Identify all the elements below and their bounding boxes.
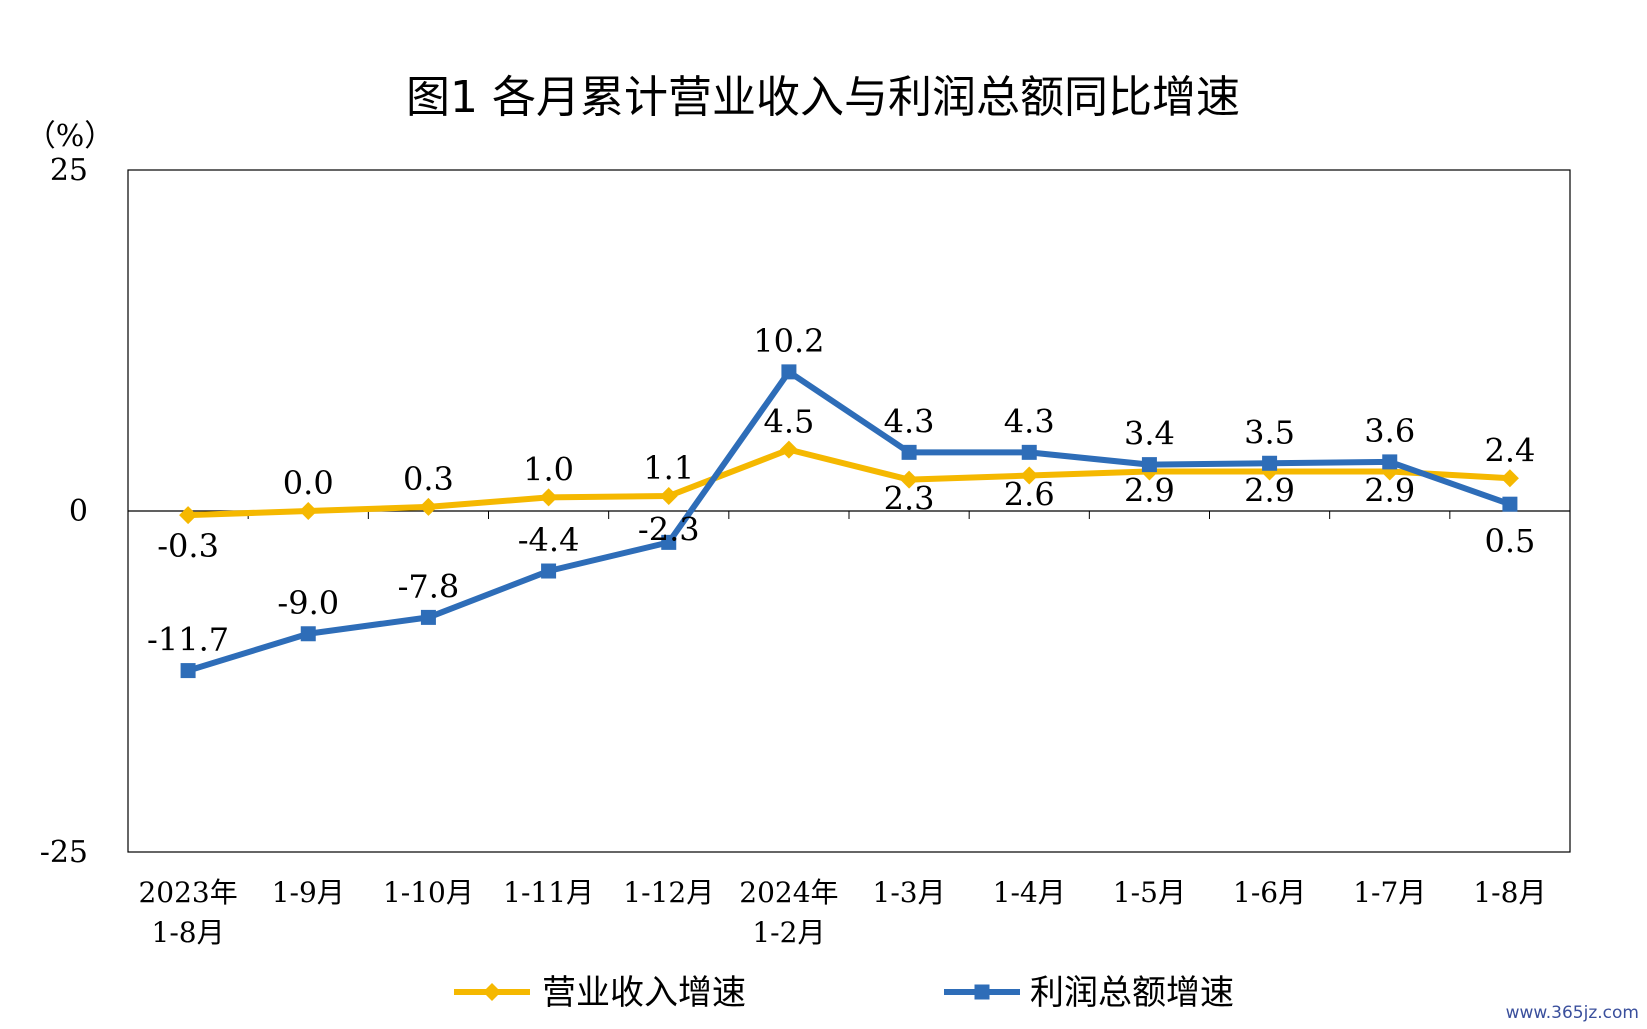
legend-item-profit: 利润总额增速 [944,973,1234,1013]
data-point [661,534,677,550]
data-point [179,506,198,525]
data-label: 3.5 [1244,413,1295,451]
data-label: -0.3 [157,527,219,565]
data-label: 4.5 [763,403,814,441]
data-label: 2.4 [1484,431,1535,469]
x-tick-label: 1-4月 [993,876,1066,909]
watermark: www.365jz.com [1505,1003,1639,1023]
y-tick-label: 0 [69,494,88,529]
legend-item-revenue: 营业收入增速 [454,973,746,1013]
data-label: -9.0 [277,584,339,622]
data-point [541,563,557,579]
data-point [659,486,678,505]
x-tick-label: 1-9月 [272,876,345,909]
data-label: 4.3 [1004,402,1055,440]
data-point [1262,455,1278,471]
x-tick-label: 1-8月 [152,916,225,949]
data-label: 2.3 [884,480,935,518]
data-point [1382,454,1398,470]
data-point [1021,444,1037,460]
data-point [299,502,318,520]
data-point [1020,466,1039,485]
data-point [1500,469,1519,488]
x-tick-label: 1-6月 [1233,876,1306,909]
data-point [1141,457,1157,473]
data-label: 2.9 [1364,471,1415,509]
legend-label: 利润总额增速 [1030,973,1234,1013]
data-label: 2.9 [1124,471,1175,509]
data-label: 3.4 [1124,415,1175,453]
x-tick-label: 1-12月 [623,876,714,909]
data-label: 2.6 [1004,476,1055,514]
data-point [901,444,917,460]
y-tick-label: -25 [40,835,88,870]
x-axis-labels: 2023年 1-8月 1-9月 1-10月 1-11月 1-12月 2024年 1-2月 1-3… [138,876,1546,949]
series-layer [179,364,1519,679]
data-point [539,488,558,507]
series-profit [180,364,1518,679]
series-revenue [179,440,1519,525]
data-label: 10.2 [753,322,824,360]
data-label: 0.0 [283,464,334,502]
data-label: -4.4 [518,521,580,559]
data-label: -11.7 [147,621,229,659]
y-tick-label: 25 [50,153,88,188]
data-label: -7.8 [398,567,460,605]
x-tick-label: 2023年 [138,876,237,909]
data-point [180,663,196,679]
data-point [419,497,438,516]
x-tick-label: 1-11月 [503,876,594,909]
data-point [420,609,436,625]
data-label: 3.6 [1364,412,1415,450]
x-tick-label: 1-3月 [873,876,946,909]
data-point [1502,496,1518,512]
data-point [781,364,797,380]
data-labels: -0.3 0.0 0.3 1.0 1.1 4.5 2.3 2.6 2.9 2.9 2.9 2.4 -11… [147,322,1535,659]
data-label: -2.3 [638,510,700,548]
data-label: 0.5 [1484,522,1535,560]
legend-swatch-marker [483,983,501,1001]
data-label: 1.0 [523,450,574,488]
data-point [300,626,316,642]
series-line [187,446,1511,519]
y-axis-unit: （%） [26,119,115,154]
x-tick-label: 1-5月 [1113,876,1186,909]
x-tick-label: 1-10月 [383,876,474,909]
y-axis-ticks: 25 0 -25 [40,153,88,870]
data-label: 1.1 [643,449,694,487]
chart-title: 图1 各月累计营业收入与利润总额同比增速 [406,72,1240,123]
x-tick-label: 2024年 [739,876,838,909]
x-tick-label: 1-7月 [1353,876,1426,909]
legend-swatch-marker [974,984,990,1000]
x-tick-label: 1-2月 [752,916,825,949]
x-tick-label: 1-8月 [1473,876,1546,909]
data-point [900,470,919,489]
data-label: 2.9 [1244,471,1295,509]
legend-label: 营业收入增速 [542,973,746,1013]
legend: 营业收入增速 利润总额增速 [454,973,1234,1013]
data-label: 4.3 [884,402,935,440]
data-point [779,440,798,459]
data-label: 0.3 [403,460,454,498]
series-line [187,368,1511,674]
